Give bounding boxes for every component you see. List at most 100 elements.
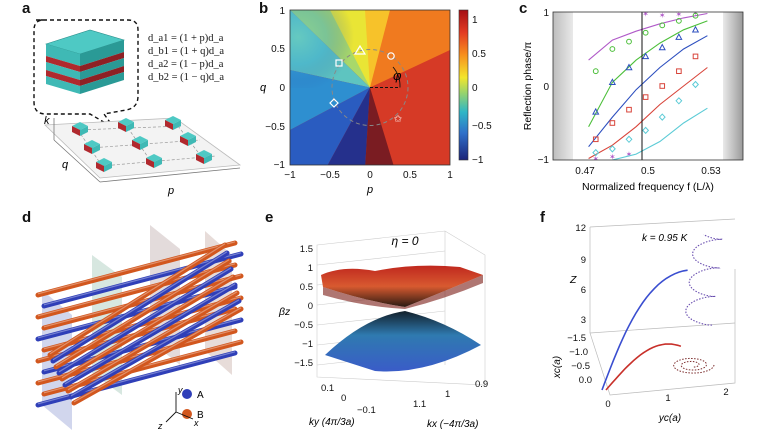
rod-highlight bbox=[55, 259, 230, 367]
phi-label: φ bbox=[393, 68, 402, 83]
data-point bbox=[642, 29, 649, 36]
panel-b-label: b bbox=[259, 0, 269, 17]
panel-a: a bbox=[0, 0, 255, 200]
unit-cells bbox=[72, 116, 212, 172]
ztick: 9 bbox=[581, 255, 586, 266]
ytick: −0.5 bbox=[265, 122, 285, 133]
rod-highlight bbox=[70, 299, 240, 397]
spiral-trajectory bbox=[673, 357, 715, 374]
z-ticks: 1.5 1 0.5 0 −0.5 −1 −1.5 bbox=[294, 244, 313, 369]
panel-c-label: c bbox=[519, 0, 528, 17]
phase-map-xlabel: p bbox=[366, 184, 373, 196]
data-point bbox=[691, 25, 700, 33]
f-xclabel: xc(a) bbox=[552, 356, 563, 379]
data-point bbox=[658, 43, 666, 51]
kytick: 0 bbox=[341, 393, 346, 404]
data-point: ✶ bbox=[592, 155, 599, 164]
panel-f: f k = 0.95 K 12 9 6 3 Z −1.5 −1.0 −0.5 0… bbox=[530, 205, 760, 438]
xctick: −0.5 bbox=[571, 361, 590, 372]
xtick: 1 bbox=[447, 170, 453, 181]
ztick: −0.5 bbox=[294, 320, 313, 331]
data-point bbox=[625, 135, 633, 144]
colorbar-ticks: 1 0.5 0 −0.5 −1 bbox=[472, 15, 492, 166]
series-line bbox=[588, 67, 708, 159]
data-point bbox=[609, 120, 616, 126]
panel-f-label: f bbox=[540, 209, 545, 226]
rod bbox=[50, 250, 230, 364]
data-point bbox=[659, 22, 666, 29]
panel-b: b bbox=[255, 0, 505, 200]
xtick: −1 bbox=[284, 170, 296, 181]
f-yclabel: yc(a) bbox=[658, 413, 681, 424]
ztick: 12 bbox=[575, 223, 586, 234]
f-xcticks: −1.5 −1.0 −0.5 0.0 bbox=[567, 333, 592, 386]
axis-y: y bbox=[177, 385, 183, 395]
xctick: 0.0 bbox=[579, 375, 592, 386]
ytick: 0 bbox=[543, 82, 549, 93]
data-point bbox=[592, 136, 599, 143]
rod bbox=[53, 258, 232, 370]
phase-map-yticks: 1 0.5 0 −0.5 −1 bbox=[265, 6, 285, 171]
rod bbox=[62, 282, 238, 388]
data-point: ✶ bbox=[642, 9, 649, 18]
data-point bbox=[675, 33, 683, 40]
kx-label: kx (−4π/3a) bbox=[427, 419, 478, 430]
xtick: 0.5 bbox=[403, 170, 417, 181]
data-point bbox=[626, 106, 632, 113]
data-point bbox=[642, 94, 649, 100]
ztick: 0.5 bbox=[300, 282, 313, 293]
ztick: 0 bbox=[308, 301, 313, 312]
cbar-tick: 0 bbox=[472, 83, 478, 94]
data-point bbox=[692, 80, 699, 89]
thickness-equations: d_a1 = (1 + p)d_a d_b1 = (1 + q)d_a d_a2… bbox=[148, 32, 224, 84]
rod-highlight bbox=[73, 307, 242, 403]
marker-diamond bbox=[329, 98, 339, 108]
phase-map-xticks: −1 −0.5 0 0.5 1 bbox=[284, 170, 453, 181]
reflection-phase-chart: ✶ ✶ ✶ ✶ ✶ ✶ ✶ 1 0 −1 0.47 0.5 0.53 Normalized … bbox=[522, 8, 744, 193]
dashed-circle bbox=[331, 49, 409, 126]
rod bbox=[35, 262, 238, 320]
data-point bbox=[626, 38, 632, 45]
band-surface-plot: η = 0 1.5 1 0.5 0 −0.5 −1 −1.5 βz 0.1 0 … bbox=[278, 230, 488, 430]
axis-x: x bbox=[193, 418, 199, 428]
data-point bbox=[675, 97, 683, 105]
kytick: 0.1 bbox=[321, 383, 334, 394]
rod-highlight bbox=[37, 241, 236, 295]
rod-lattice-illustration: A B y x z bbox=[35, 225, 244, 431]
f-ycticks: 0 1 2 bbox=[605, 387, 728, 410]
data-point: ✶ bbox=[659, 11, 666, 20]
xtick: 0.47 bbox=[575, 166, 595, 177]
lower-band-surface bbox=[325, 311, 481, 372]
rod bbox=[47, 242, 228, 358]
series-line bbox=[612, 107, 708, 160]
trajectories bbox=[601, 234, 724, 391]
z-label: βz bbox=[278, 306, 291, 318]
helix-trajectory bbox=[685, 234, 724, 326]
data-point bbox=[608, 145, 616, 153]
data-point bbox=[592, 107, 600, 115]
phase-colormap bbox=[290, 10, 450, 165]
ytick: 0.5 bbox=[271, 44, 285, 55]
axis-z: z bbox=[157, 421, 163, 431]
yctick: 0 bbox=[605, 399, 610, 410]
panel-e: e η = 0 1.5 1 0.5 0 −0 bbox=[255, 205, 530, 438]
xtick: 0.53 bbox=[701, 166, 721, 177]
rod bbox=[68, 298, 242, 400]
rod-highlight bbox=[37, 263, 236, 317]
data-point bbox=[608, 78, 617, 85]
multilayer-block bbox=[44, 29, 126, 94]
rod-highlight bbox=[61, 275, 234, 379]
legend-b-label: B bbox=[197, 410, 204, 421]
f-zlabel: Z bbox=[569, 274, 577, 286]
cbar-tick: −0.5 bbox=[472, 121, 492, 132]
data-point bbox=[642, 126, 650, 135]
data-point: ✶ bbox=[676, 10, 683, 19]
panel-a-illustration: k q p bbox=[33, 19, 242, 197]
ytick: 1 bbox=[543, 8, 549, 19]
rod-highlight bbox=[58, 267, 232, 373]
data-point bbox=[692, 12, 699, 19]
data-point bbox=[658, 113, 666, 121]
rod-highlight bbox=[64, 283, 236, 385]
data-point bbox=[592, 68, 599, 75]
phase-map-ylabel: q bbox=[260, 82, 267, 94]
